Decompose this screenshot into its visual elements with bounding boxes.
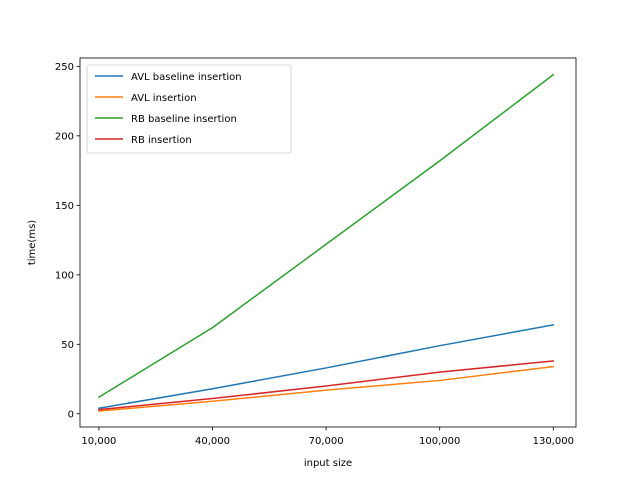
legend-label-2: AVL insertion [131, 93, 197, 104]
series-line-2 [98, 365, 555, 412]
legend-label-3: RB baseline insertion [131, 114, 237, 125]
plot-frame [79, 57, 577, 428]
y-tick-label: 250 [55, 62, 74, 73]
x-tick-label: 100,000 [419, 436, 460, 447]
y-tick-label: 150 [55, 201, 74, 212]
x-tick-label: 70,000 [309, 436, 344, 447]
series-line-3 [97, 73, 555, 399]
series-line-4 [98, 360, 555, 411]
y-tick-label: 100 [55, 270, 74, 281]
legend-label-4: RB insertion [131, 135, 192, 146]
x-tick-label: 40,000 [195, 436, 230, 447]
y-axis-label: time(ms) [27, 220, 38, 265]
y-axis: 0 50 100 150 200 250 [55, 62, 80, 420]
x-tick-label: 10,000 [81, 436, 116, 447]
y-tick-label: 50 [61, 340, 74, 351]
x-tick-label: 130,000 [533, 436, 574, 447]
series-layer [97, 73, 555, 412]
x-axis-label: input size [304, 458, 352, 469]
series-line-1 [98, 323, 555, 410]
legend: AVL baseline insertion AVL insertion RB ba… [86, 64, 292, 154]
y-tick-label: 0 [68, 409, 74, 420]
x-axis: 10,000 40,000 70,000 100,000 130,000 [81, 427, 574, 447]
legend-box [86, 64, 292, 154]
y-tick-label: 200 [55, 131, 74, 142]
legend-label-1: AVL baseline insertion [131, 72, 242, 83]
